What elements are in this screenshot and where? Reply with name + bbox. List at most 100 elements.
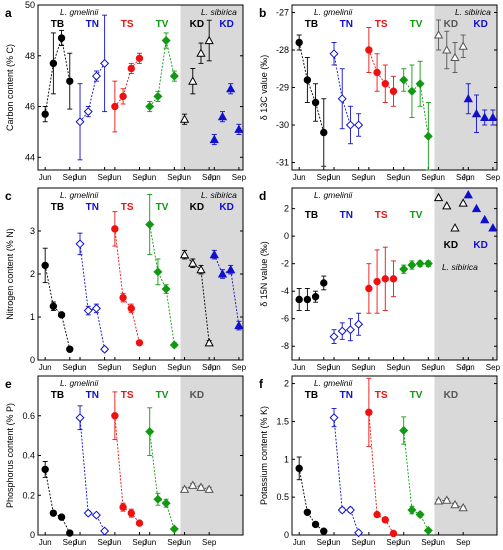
data-point: [345, 120, 355, 130]
series-kd: [179, 249, 214, 347]
x-tick-label: Sep: [317, 173, 332, 182]
data-point: [196, 48, 206, 57]
x-tick-label: Sep: [352, 538, 367, 547]
data-point: [145, 427, 155, 437]
data-point: [135, 339, 144, 347]
series-line: [298, 468, 325, 532]
data-point: [100, 344, 110, 354]
x-tick-label: Jun: [143, 363, 156, 372]
data-point: [471, 203, 482, 213]
group-label: TN: [340, 390, 353, 401]
x-tick-label: Sep: [421, 363, 436, 372]
data-point: [303, 295, 312, 304]
y-tick-label: 48: [25, 51, 35, 61]
series-line: [213, 254, 240, 326]
data-point: [311, 293, 320, 301]
series-tb: [41, 29, 74, 123]
data-point: [329, 332, 339, 342]
group-label: TN: [340, 210, 353, 221]
x-tick-label: Jun: [108, 538, 121, 547]
x-tick-label: Sep: [352, 173, 367, 182]
series-line: [114, 228, 140, 343]
x-tick-label: Sep: [98, 538, 113, 547]
data-point: [407, 505, 417, 515]
data-point: [407, 260, 417, 270]
x-tick-label: Jun: [328, 363, 341, 372]
group-label: TN: [340, 19, 353, 30]
data-point: [399, 426, 409, 436]
panel-label: a: [5, 6, 12, 20]
x-tick-label: Sep: [63, 538, 78, 547]
data-point: [463, 190, 473, 199]
species-label-gmelinii: L. gmelinii: [60, 190, 99, 200]
data-point: [83, 306, 93, 316]
data-point: [209, 134, 219, 144]
plot-frame: [291, 187, 498, 361]
x-tick-label: Jun: [432, 538, 445, 547]
x-tick-label: Jun: [362, 173, 375, 182]
x-tick-label: Jun: [397, 173, 410, 182]
data-point: [450, 223, 460, 232]
series-tv: [399, 259, 433, 274]
x-tick-label: Jun: [328, 173, 341, 182]
y-axis-label: δ 15N value (‰): [259, 241, 269, 307]
series-line: [44, 37, 71, 115]
data-point: [169, 71, 179, 81]
data-point: [320, 128, 328, 137]
species-label-sibirica: L. sibirica: [442, 262, 478, 272]
series-line: [79, 417, 106, 532]
series-ts: [365, 246, 398, 314]
x-tick-label: Sep: [421, 173, 436, 182]
x-tick-label: Sep: [202, 173, 217, 182]
y-tick-label: 0.6: [22, 411, 35, 421]
series-tn: [329, 42, 364, 145]
x-tick-label: Sep: [486, 363, 501, 372]
shaded-region: [180, 188, 243, 360]
x-tick-label: Sep: [202, 363, 217, 372]
series-tv: [145, 193, 179, 350]
panel-label: b: [259, 6, 266, 20]
group-label: TB: [51, 202, 64, 213]
series-tv: [145, 407, 179, 534]
data-point: [354, 528, 364, 538]
series-tn: [75, 405, 110, 536]
data-point: [204, 484, 214, 493]
data-point: [303, 508, 312, 516]
data-point: [442, 201, 452, 210]
data-point: [354, 120, 364, 130]
data-point: [119, 293, 127, 302]
series-line: [333, 417, 360, 533]
data-point: [345, 325, 355, 335]
group-label: TV: [156, 390, 169, 401]
x-tick-label: Jun: [178, 363, 191, 372]
data-point: [41, 110, 49, 118]
data-point: [49, 302, 58, 310]
data-point: [365, 408, 373, 417]
species-label-sibirica: L. sibirica: [201, 190, 237, 200]
data-point: [381, 516, 389, 524]
data-point: [365, 284, 373, 293]
data-point: [234, 124, 244, 133]
series-line: [184, 484, 210, 490]
data-point: [471, 108, 482, 118]
data-point: [145, 102, 155, 112]
series-line: [149, 431, 175, 530]
data-point: [153, 91, 163, 101]
x-tick-label: Sep: [132, 173, 147, 182]
group-label: TS: [375, 390, 388, 401]
data-point: [433, 30, 444, 39]
y-tick-label: 1.5: [276, 416, 289, 426]
x-tick-label: Jun: [208, 363, 221, 372]
data-point: [480, 214, 490, 224]
data-point: [345, 505, 355, 515]
data-point: [458, 41, 468, 50]
series-ts: [365, 27, 398, 107]
x-tick-label: Sep: [98, 173, 113, 182]
data-point: [365, 46, 373, 54]
data-point: [83, 107, 93, 117]
x-tick-label: Jun: [178, 173, 191, 182]
data-point: [49, 509, 58, 517]
series-line: [298, 42, 325, 133]
data-point: [41, 465, 49, 474]
data-point: [389, 529, 398, 538]
